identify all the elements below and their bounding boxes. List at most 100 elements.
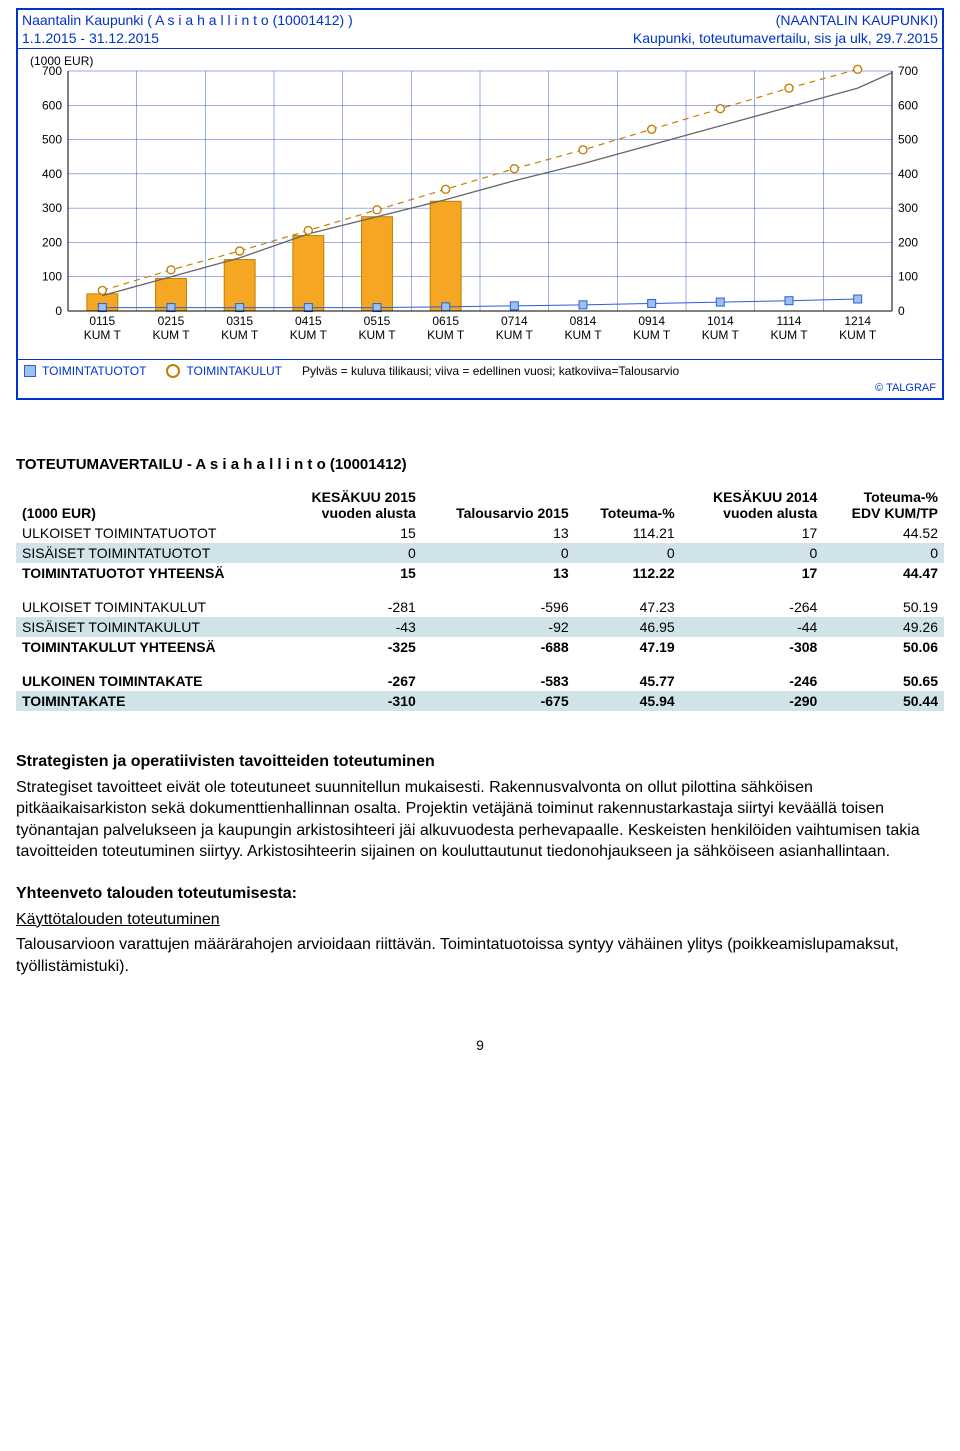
row-value: -310 <box>279 691 422 711</box>
svg-text:500: 500 <box>42 133 62 147</box>
svg-text:0115: 0115 <box>89 314 115 328</box>
svg-text:500: 500 <box>898 133 918 147</box>
row-value: -675 <box>422 691 575 711</box>
row-value: 45.94 <box>575 691 681 711</box>
svg-text:100: 100 <box>898 270 918 284</box>
row-value: -267 <box>279 671 422 691</box>
table-row: ULKOISET TOIMINTATUOTOT1513114.211744.52 <box>16 523 944 543</box>
row-value: -44 <box>681 617 824 637</box>
table-row: SISÄISET TOIMINTAKULUT-43-9246.95-4449.2… <box>16 617 944 637</box>
svg-text:1014: 1014 <box>707 314 734 328</box>
row-label: SISÄISET TOIMINTAKULUT <box>16 617 279 637</box>
svg-text:KUM T: KUM T <box>702 328 740 342</box>
svg-text:KUM T: KUM T <box>770 328 808 342</box>
row-value: 50.65 <box>823 671 944 691</box>
row-value: 44.47 <box>823 563 944 583</box>
row-value: 47.19 <box>575 637 681 657</box>
svg-text:KUM T: KUM T <box>358 328 396 342</box>
table-row: SISÄISET TOIMINTATUOTOT00000 <box>16 543 944 563</box>
row-value: -281 <box>279 597 422 617</box>
svg-text:1114: 1114 <box>777 314 802 328</box>
svg-text:0714: 0714 <box>501 314 528 328</box>
svg-text:400: 400 <box>42 167 62 181</box>
row-label: TOIMINTATUOTOT YHTEENSÄ <box>16 563 279 583</box>
row-value: 49.26 <box>823 617 944 637</box>
table-head-unit: (1000 EUR) <box>16 487 279 523</box>
row-value: 46.95 <box>575 617 681 637</box>
svg-text:KUM T: KUM T <box>633 328 671 342</box>
svg-text:200: 200 <box>42 235 62 249</box>
chart-header: Naantalin Kaupunki ( A s i a h a l l i n… <box>18 10 942 49</box>
row-value: -92 <box>422 617 575 637</box>
row-value: 45.77 <box>575 671 681 691</box>
chart-title-right-2: Kaupunki, toteutumavertailu, sis ja ulk,… <box>633 30 938 48</box>
svg-text:KUM T: KUM T <box>427 328 465 342</box>
table-row: TOIMINTAKULUT YHTEENSÄ-325-68847.19-3085… <box>16 637 944 657</box>
row-label: ULKOISET TOIMINTAKULUT <box>16 597 279 617</box>
row-label: TOIMINTAKULUT YHTEENSÄ <box>16 637 279 657</box>
svg-text:200: 200 <box>898 235 918 249</box>
brand-label: © TALGRAF <box>18 382 942 398</box>
row-value: -246 <box>681 671 824 691</box>
table-row: TOIMINTATUOTOT YHTEENSÄ1513112.221744.47 <box>16 563 944 583</box>
svg-text:0: 0 <box>55 304 62 318</box>
chart-frame: Naantalin Kaupunki ( A s i a h a l l i n… <box>16 8 944 400</box>
row-value: 0 <box>823 543 944 563</box>
svg-text:300: 300 <box>898 201 918 215</box>
legend-item-a: TOIMINTATUOTOT <box>24 364 146 378</box>
svg-text:0515: 0515 <box>364 314 391 328</box>
chart-svg: 0010010020020030030040040050050060060070… <box>18 49 942 359</box>
row-value: 50.44 <box>823 691 944 711</box>
svg-text:0215: 0215 <box>158 314 185 328</box>
row-value: 0 <box>422 543 575 563</box>
svg-text:1214: 1214 <box>844 314 871 328</box>
row-value: 47.23 <box>575 597 681 617</box>
svg-text:100: 100 <box>42 270 62 284</box>
row-value: 50.19 <box>823 597 944 617</box>
chart-title-right-1: (NAANTALIN KAUPUNKI) <box>633 12 938 30</box>
row-value: -308 <box>681 637 824 657</box>
row-label: TOIMINTAKATE <box>16 691 279 711</box>
body-text: Strategisten ja operatiivisten tavoittei… <box>16 751 944 977</box>
svg-text:700: 700 <box>898 64 918 78</box>
comparison-table: (1000 EUR)KESÄKUU 2015vuoden alustaTalou… <box>16 487 944 711</box>
table-head-1: Talousarvio 2015 <box>422 487 575 523</box>
svg-text:KUM T: KUM T <box>152 328 190 342</box>
table-head-0: KESÄKUU 2015vuoden alusta <box>279 487 422 523</box>
row-label: SISÄISET TOIMINTATUOTOT <box>16 543 279 563</box>
row-value: 15 <box>279 563 422 583</box>
row-value: 114.21 <box>575 523 681 543</box>
table-head-2: Toteuma-% <box>575 487 681 523</box>
legend-note: Pylväs = kuluva tilikausi; viiva = edell… <box>302 364 679 378</box>
legend-label-b: TOIMINTAKULUT <box>186 364 282 378</box>
row-value: -264 <box>681 597 824 617</box>
table-row <box>16 583 944 597</box>
body-h2: Yhteenveto talouden toteutumisesta: <box>16 883 944 905</box>
svg-text:0914: 0914 <box>638 314 665 328</box>
row-value: -596 <box>422 597 575 617</box>
body-h1: Strategisten ja operatiivisten tavoittei… <box>16 751 944 773</box>
row-value: -325 <box>279 637 422 657</box>
svg-text:KUM T: KUM T <box>564 328 602 342</box>
svg-text:0814: 0814 <box>570 314 597 328</box>
svg-text:600: 600 <box>42 98 62 112</box>
svg-text:0315: 0315 <box>226 314 253 328</box>
row-value: 13 <box>422 523 575 543</box>
row-value: 112.22 <box>575 563 681 583</box>
row-value: 0 <box>279 543 422 563</box>
svg-text:0615: 0615 <box>432 314 459 328</box>
table-title: TOTEUTUMAVERTAILU - A s i a h a l l i n … <box>16 456 944 473</box>
svg-text:300: 300 <box>42 201 62 215</box>
legend-item-b: TOIMINTAKULUT <box>166 364 282 378</box>
svg-text:(1000 EUR): (1000 EUR) <box>30 54 93 68</box>
svg-text:0: 0 <box>898 304 905 318</box>
row-value: 0 <box>575 543 681 563</box>
row-value: -290 <box>681 691 824 711</box>
table-head-4: Toteuma-%EDV KUM/TP <box>823 487 944 523</box>
row-value: 50.06 <box>823 637 944 657</box>
svg-text:KUM T: KUM T <box>839 328 877 342</box>
row-value: 17 <box>681 563 824 583</box>
table-row: TOIMINTAKATE-310-67545.94-29050.44 <box>16 691 944 711</box>
legend-row: TOIMINTATUOTOT TOIMINTAKULUT Pylväs = ku… <box>18 359 942 382</box>
body-h2b: Käyttötalouden toteutuminen <box>16 909 944 931</box>
